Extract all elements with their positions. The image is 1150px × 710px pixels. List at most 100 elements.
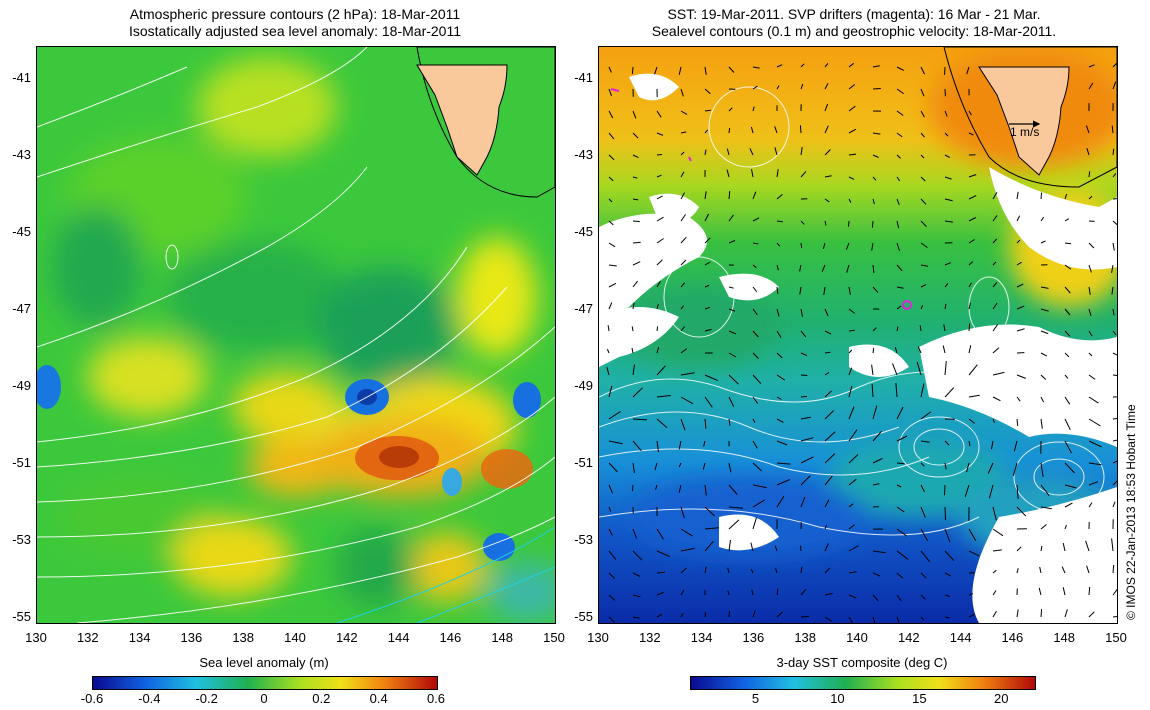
velocity-arrow	[776, 264, 779, 271]
velocity-arrow	[896, 406, 904, 420]
velocity-arrow	[608, 462, 618, 473]
velocity-arrow	[704, 191, 707, 200]
velocity-arrow	[728, 519, 740, 530]
velocity-arrow	[848, 545, 859, 552]
velocity-arrow	[680, 259, 687, 266]
velocity-arrow	[992, 261, 997, 266]
velocity-arrow	[752, 610, 756, 618]
colorbar-tick-label: 20	[994, 691, 1009, 706]
velocity-arrow	[872, 65, 880, 68]
velocity-arrow	[704, 374, 719, 382]
velocity-arrow	[1085, 125, 1090, 134]
x-tick-label: 150	[543, 630, 565, 645]
velocity-arrow	[896, 176, 901, 182]
velocity-arrow	[1112, 62, 1117, 68]
velocity-arrow	[1040, 506, 1052, 510]
velocity-arrow	[776, 418, 784, 423]
velocity-arrow	[848, 198, 852, 203]
left-title-line1: Atmospheric pressure contours (2 hPa): 1…	[129, 6, 461, 22]
x-tick-label: 150	[1105, 630, 1127, 645]
velocity-arrow	[896, 484, 902, 488]
velocity-arrow	[1088, 64, 1095, 68]
velocity-arrow	[968, 323, 971, 332]
velocity-arrow	[848, 454, 859, 464]
velocity-arrow	[920, 198, 927, 205]
velocity-arrow	[992, 590, 997, 596]
velocity-arrow	[1064, 193, 1068, 200]
velocity-arrow	[1112, 418, 1117, 420]
velocity-arrow	[1040, 330, 1049, 335]
velocity-arrow	[848, 128, 857, 134]
velocity-arrow	[1064, 462, 1075, 474]
velocity-arrow	[680, 567, 687, 574]
y-tick-label: -49	[12, 378, 31, 393]
velocity-arrow	[821, 264, 826, 272]
velocity-arrow	[944, 484, 946, 496]
velocity-arrow	[751, 169, 754, 178]
velocity-arrow	[848, 176, 855, 180]
velocity-arrow	[750, 542, 754, 552]
velocity-arrow	[848, 349, 853, 354]
velocity-arrow	[1040, 286, 1049, 289]
velocity-arrow	[966, 66, 970, 75]
velocity-arrow	[1111, 125, 1114, 134]
velocity-arrow	[992, 324, 999, 332]
velocity-arrow	[848, 616, 853, 623]
colorbar-tick-label: -0.2	[195, 691, 218, 706]
y-tick-label: -47	[12, 301, 31, 316]
velocity-arrow	[703, 440, 706, 447]
velocity-arrow	[968, 282, 972, 288]
velocity-arrow	[656, 528, 664, 540]
velocity-arrow	[750, 568, 754, 574]
velocity-arrow	[992, 549, 1002, 552]
velocity-arrow	[632, 364, 635, 376]
velocity-arrow	[872, 286, 879, 293]
velocity-arrow	[1064, 609, 1068, 618]
velocity-arrow	[871, 383, 874, 398]
velocity-arrow	[656, 174, 662, 178]
velocity-arrow	[800, 416, 811, 420]
velocity-arrow	[800, 220, 805, 225]
velocity-arrow	[656, 395, 671, 398]
velocity-arrow	[1040, 545, 1043, 552]
velocity-arrow	[654, 462, 658, 471]
velocity-arrow	[726, 148, 730, 156]
velocity-arrow	[608, 66, 612, 73]
velocity-arrow	[920, 550, 931, 563]
velocity-arrow	[1088, 396, 1099, 404]
velocity-arrow	[1088, 586, 1091, 596]
velocity-arrow	[800, 63, 805, 68]
velocity-arrow	[987, 462, 994, 474]
velocity-arrow	[920, 383, 925, 398]
velocity-arrow	[752, 330, 759, 338]
velocity-arrow	[656, 591, 664, 596]
velocity-arrow	[920, 506, 926, 518]
velocity-arrow	[848, 329, 855, 332]
velocity-arrow	[822, 242, 826, 250]
velocity-arrow	[824, 524, 827, 530]
velocity-arrow	[656, 326, 659, 332]
x-tick-label: 134	[128, 630, 151, 645]
velocity-arrow	[800, 83, 804, 90]
colorbar-tick-label: -0.6	[80, 691, 104, 706]
velocity-arrow	[920, 440, 930, 443]
velocity-arrow	[728, 462, 732, 473]
velocity-arrow	[800, 456, 814, 464]
x-tick-label: 148	[491, 630, 514, 645]
velocity-arrow	[944, 361, 947, 376]
velocity-arrow	[656, 303, 659, 310]
velocity-arrow	[1088, 195, 1093, 200]
velocity-arrow	[1040, 240, 1046, 244]
velocity-arrow	[920, 411, 932, 420]
velocity-arrow	[799, 286, 802, 295]
velocity-arrow	[944, 387, 955, 398]
velocity-arrow	[704, 213, 710, 222]
velocity-arrow	[1085, 540, 1090, 552]
velocity-arrow	[896, 66, 905, 71]
velocity-arrow	[1112, 330, 1117, 336]
velocity-arrow	[728, 190, 731, 200]
velocity-arrow	[872, 264, 875, 273]
velocity-arrow	[704, 566, 707, 574]
velocity-arrow	[727, 590, 730, 596]
velocity-arrow	[896, 326, 899, 332]
